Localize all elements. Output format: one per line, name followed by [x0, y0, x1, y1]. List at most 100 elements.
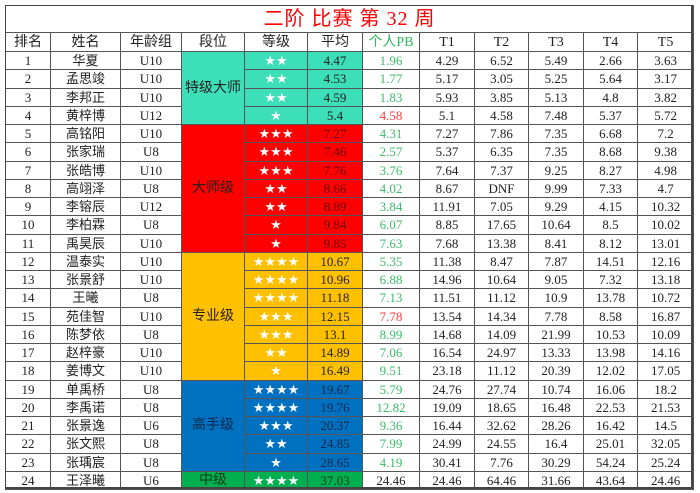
t4-cell[interactable]: 25.01 [583, 434, 638, 454]
rank-cell[interactable]: 16 [5, 324, 51, 345]
average-cell[interactable]: 19.67 [307, 379, 363, 399]
t3-cell[interactable]: 7.78 [528, 306, 584, 326]
average-cell[interactable]: 19.76 [307, 397, 363, 418]
t3-cell[interactable]: 5.13 [528, 87, 584, 107]
star-rating-cell[interactable]: ★ [244, 452, 308, 472]
personal-best-cell[interactable]: 4.58 [362, 105, 420, 126]
header-rank[interactable]: 排名 [5, 32, 51, 52]
t3-cell[interactable]: 10.74 [528, 379, 584, 399]
average-cell[interactable]: 9.85 [307, 233, 363, 253]
name-cell[interactable]: 张景逸 [50, 415, 121, 436]
star-rating-cell[interactable]: ★★★ [244, 415, 308, 436]
t1-cell[interactable]: 7.68 [419, 233, 475, 253]
header-average[interactable]: 平均 [307, 32, 363, 52]
t1-cell[interactable]: 24.99 [419, 434, 475, 454]
t5-cell[interactable]: 32.05 [636, 434, 695, 454]
t4-cell[interactable]: 12.02 [583, 361, 638, 381]
t1-cell[interactable]: 30.41 [419, 452, 475, 472]
name-cell[interactable]: 李邦正 [50, 87, 121, 107]
t5-cell[interactable]: 3.17 [636, 69, 695, 89]
t4-cell[interactable]: 8.27 [583, 160, 638, 180]
personal-best-cell[interactable]: 4.31 [362, 123, 420, 144]
t2-cell[interactable]: 11.12 [474, 288, 529, 308]
t4-cell[interactable]: 6.68 [583, 123, 638, 144]
t2-cell[interactable]: 6.35 [474, 142, 529, 162]
average-cell[interactable]: 4.47 [307, 50, 363, 71]
star-rating-cell[interactable]: ★★ [244, 434, 308, 454]
level-cell[interactable]: 中级 [181, 470, 245, 491]
age-group-cell[interactable]: U8 [120, 324, 182, 345]
star-rating-cell[interactable]: ★★★★ [244, 397, 308, 418]
name-cell[interactable]: 苑佳智 [50, 306, 121, 326]
header-age-group[interactable]: 年龄组 [120, 32, 182, 52]
t4-cell[interactable]: 14.51 [583, 251, 638, 272]
rank-cell[interactable]: 21 [5, 415, 51, 436]
personal-best-cell[interactable]: 7.63 [362, 233, 420, 253]
rank-cell[interactable]: 2 [5, 69, 51, 89]
personal-best-cell[interactable]: 8.99 [362, 324, 420, 345]
rank-cell[interactable]: 17 [5, 342, 51, 363]
personal-best-cell[interactable]: 4.02 [362, 178, 420, 199]
age-group-cell[interactable]: U10 [120, 160, 182, 180]
t3-cell[interactable]: 9.29 [528, 196, 584, 217]
personal-best-cell[interactable]: 24.46 [362, 470, 420, 491]
personal-best-cell[interactable]: 7.99 [362, 434, 420, 454]
t2-cell[interactable]: 14.34 [474, 306, 529, 326]
star-rating-cell[interactable]: ★★★ [244, 324, 308, 345]
t5-cell[interactable]: 14.5 [636, 415, 695, 436]
t5-cell[interactable]: 4.7 [636, 178, 695, 199]
personal-best-cell[interactable]: 9.36 [362, 415, 420, 436]
t2-cell[interactable]: 7.05 [474, 196, 529, 217]
average-cell[interactable]: 12.15 [307, 306, 363, 326]
name-cell[interactable]: 张瑀宸 [50, 452, 121, 472]
rank-cell[interactable]: 6 [5, 142, 51, 162]
star-rating-cell[interactable]: ★★★ [244, 306, 308, 326]
t1-cell[interactable]: 16.54 [419, 342, 475, 363]
rank-cell[interactable]: 20 [5, 397, 51, 418]
name-cell[interactable]: 李镕辰 [50, 196, 121, 217]
rank-cell[interactable]: 23 [5, 452, 51, 472]
sheet-title[interactable]: 二阶 比赛 第 32 周 [4, 5, 695, 33]
average-cell[interactable]: 16.49 [307, 361, 363, 381]
t4-cell[interactable]: 22.53 [583, 397, 638, 418]
t4-cell[interactable]: 4.15 [583, 196, 638, 217]
personal-best-cell[interactable]: 7.13 [362, 288, 420, 308]
star-rating-cell[interactable]: ★★ [244, 178, 308, 199]
rank-cell[interactable]: 8 [5, 178, 51, 199]
t4-cell[interactable]: 8.5 [583, 215, 638, 235]
t1-cell[interactable]: 8.67 [419, 178, 475, 199]
t2-cell[interactable]: 24.55 [474, 434, 529, 454]
t3-cell[interactable]: 9.99 [528, 178, 584, 199]
t4-cell[interactable]: 5.64 [583, 69, 638, 89]
t2-cell[interactable]: 10.64 [474, 269, 529, 290]
star-rating-cell[interactable]: ★ [244, 233, 308, 253]
average-cell[interactable]: 11.18 [307, 288, 363, 308]
age-group-cell[interactable]: U8 [120, 215, 182, 235]
t5-cell[interactable]: 10.72 [636, 288, 695, 308]
t5-cell[interactable]: 3.63 [636, 50, 695, 71]
t1-cell[interactable]: 4.29 [419, 50, 475, 71]
t3-cell[interactable]: 9.05 [528, 269, 584, 290]
name-cell[interactable]: 黄梓博 [50, 105, 121, 126]
rank-cell[interactable]: 15 [5, 306, 51, 326]
average-cell[interactable]: 4.59 [307, 87, 363, 107]
name-cell[interactable]: 禹昊辰 [50, 233, 121, 253]
t4-cell[interactable]: 13.78 [583, 288, 638, 308]
name-cell[interactable]: 华夏 [50, 50, 121, 71]
name-cell[interactable]: 温泰实 [50, 251, 121, 272]
t5-cell[interactable]: 13.18 [636, 269, 695, 290]
name-cell[interactable]: 李禹诺 [50, 397, 121, 418]
t4-cell[interactable]: 16.42 [583, 415, 638, 436]
age-group-cell[interactable]: U10 [120, 69, 182, 89]
rank-cell[interactable]: 13 [5, 269, 51, 290]
name-cell[interactable]: 赵梓豪 [50, 342, 121, 363]
t4-cell[interactable]: 54.24 [583, 452, 638, 472]
t4-cell[interactable]: 16.06 [583, 379, 638, 399]
level-cell[interactable]: 高手级 [181, 379, 245, 472]
age-group-cell[interactable]: U10 [120, 342, 182, 363]
t5-cell[interactable]: 10.32 [636, 196, 695, 217]
age-group-cell[interactable]: U6 [120, 415, 182, 436]
t2-cell[interactable]: 7.37 [474, 160, 529, 180]
star-rating-cell[interactable]: ★★★★ [244, 379, 308, 399]
t1-cell[interactable]: 11.51 [419, 288, 475, 308]
